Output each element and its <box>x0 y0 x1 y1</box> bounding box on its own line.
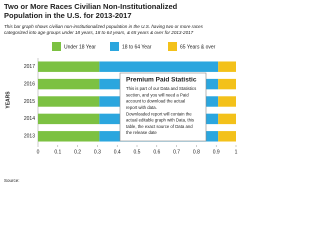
x-tick-label: 0.8 <box>193 149 200 155</box>
x-tick-label: 0.3 <box>94 149 101 155</box>
legend-label: 18 to 64 Year <box>122 44 152 50</box>
bar-segment <box>218 131 236 142</box>
legend-label: Under 18 Year <box>64 44 96 50</box>
y-tick-label: 2015 <box>24 99 35 105</box>
x-tick-label: 0.2 <box>74 149 81 155</box>
bar-segment <box>218 61 236 72</box>
overlay-text: This is part of our Data and Statistics <box>126 86 196 91</box>
bar-segment <box>38 61 100 72</box>
source: Source: <box>4 178 20 183</box>
overlay-text: section, and you will need a Paid <box>126 92 189 97</box>
bar-segment <box>218 113 236 125</box>
overlay-text: actual editable graph with Data, this <box>126 118 194 123</box>
y-tick-label: 2014 <box>24 116 35 122</box>
chart: Two or More Races Civilian Non-Instituti… <box>4 2 238 183</box>
legend-swatch <box>52 42 61 51</box>
bar-segment <box>38 131 100 142</box>
x-tick-label: 0.5 <box>134 149 141 155</box>
y-tick-label: 2017 <box>24 64 35 70</box>
chart-title: Two or More Races Civilian Non-Instituti… <box>4 2 178 20</box>
x-tick-label: 1 <box>235 149 238 155</box>
x-tick-label: 0.6 <box>153 149 160 155</box>
x-tick-label: 0.4 <box>114 149 121 155</box>
bar-segment <box>38 113 100 125</box>
bar-segment <box>218 96 236 107</box>
overlay-text: report with data. <box>126 105 157 110</box>
bar-segment <box>38 78 100 90</box>
overlay-title: Premium Paid Statistic <box>126 77 197 84</box>
overlay-text: account to download the actual <box>126 99 185 104</box>
overlay-text: the release date <box>126 130 157 135</box>
x-tick-label: 0.7 <box>173 149 180 155</box>
y-tick-label: 2013 <box>24 134 35 140</box>
overlay-text: table, the exact source of Data and <box>126 124 193 129</box>
legend-swatch <box>110 42 119 51</box>
bar-segment <box>99 61 219 72</box>
overlay-box <box>119 72 207 142</box>
y-axis-label: YEARS <box>5 91 11 109</box>
bar-segment <box>218 78 236 90</box>
overlay-text: Downloaded report will contain the <box>126 111 192 116</box>
bar-segment <box>38 96 100 107</box>
x-tick-label: 0 <box>37 149 40 155</box>
x-tick-label: 0.9 <box>213 149 220 155</box>
legend-label: 65 Years & over <box>180 44 216 50</box>
x-tick-label: 0.1 <box>54 149 61 155</box>
y-tick-label: 2016 <box>24 81 35 87</box>
legend-swatch <box>168 42 177 51</box>
chart-subtitle: This bar graph shows civilian non-instit… <box>4 24 204 35</box>
